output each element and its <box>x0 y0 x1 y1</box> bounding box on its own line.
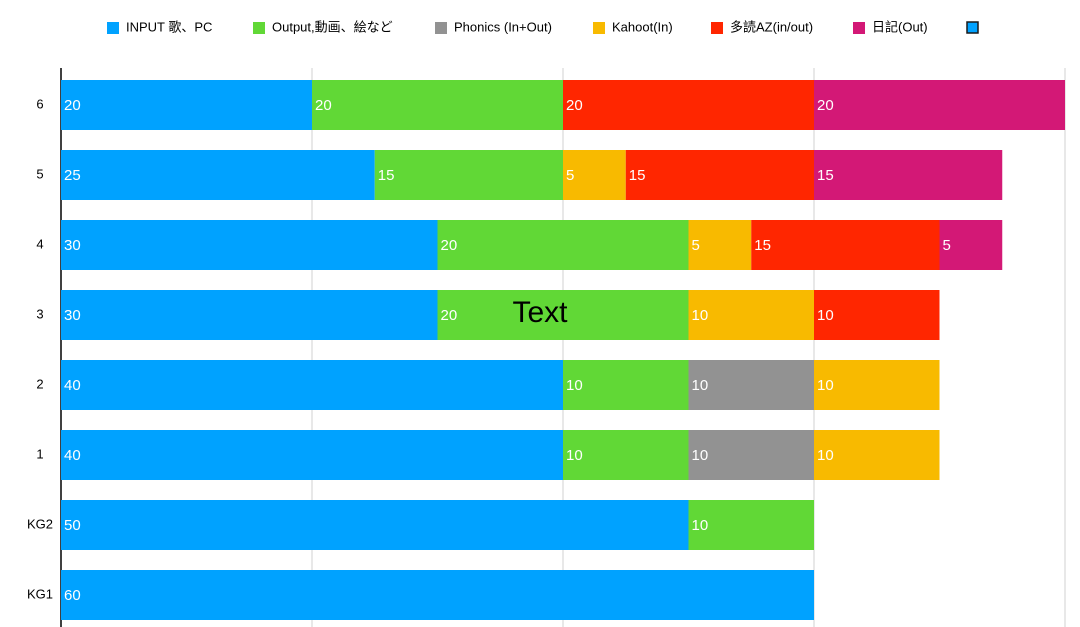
value-label: 5 <box>692 237 700 254</box>
value-label: 10 <box>692 447 709 464</box>
bar-segment <box>814 150 1003 200</box>
legend-label: Kahoot(In) <box>612 19 673 34</box>
value-label: 15 <box>378 167 395 184</box>
value-label: 10 <box>566 447 583 464</box>
bar-segment <box>814 80 1065 130</box>
value-label: 30 <box>64 307 81 324</box>
y-tick-label: 3 <box>36 306 43 321</box>
bar-segment <box>814 430 940 480</box>
bar-segment <box>751 220 940 270</box>
value-label: 40 <box>64 447 81 464</box>
value-label: 5 <box>566 167 574 184</box>
bar-segment <box>814 290 940 340</box>
value-label: 40 <box>64 377 81 394</box>
legend-swatch <box>435 22 447 34</box>
y-tick-label: 4 <box>36 236 43 251</box>
legend-label: INPUT 歌、PC <box>126 19 212 34</box>
value-label: 15 <box>754 237 771 254</box>
bar-segment <box>374 150 563 200</box>
bar-segment <box>688 290 814 340</box>
legend-label: Phonics (In+Out) <box>454 19 552 34</box>
value-label: 10 <box>692 377 709 394</box>
bar-segment <box>61 430 563 480</box>
bar-segment <box>61 500 689 550</box>
legend-label: 多読AZ(in/out) <box>730 19 813 34</box>
value-label: 10 <box>817 447 834 464</box>
bar-segment <box>437 220 689 270</box>
value-label: 20 <box>441 237 458 254</box>
bar-segment <box>61 80 312 130</box>
value-label: 20 <box>817 97 834 114</box>
bar-segment <box>563 360 689 410</box>
value-label: 30 <box>64 237 81 254</box>
y-tick-label: 2 <box>36 376 43 391</box>
bar-segment <box>312 80 563 130</box>
legend-swatch-empty <box>966 21 979 34</box>
value-label: 15 <box>629 167 646 184</box>
bar-segment <box>688 220 752 270</box>
y-tick-label: 6 <box>36 96 43 111</box>
legend-label: 日記(Out) <box>872 19 928 34</box>
y-tick-label: KG1 <box>27 586 53 601</box>
bar-segment <box>61 570 814 620</box>
legend-swatch <box>711 22 723 34</box>
value-label: 10 <box>566 377 583 394</box>
legend-swatch <box>253 22 265 34</box>
bar-segment <box>563 150 626 200</box>
value-label: 10 <box>692 517 709 534</box>
bar-segment <box>625 150 814 200</box>
value-label: 25 <box>64 167 81 184</box>
value-label: 20 <box>566 97 583 114</box>
value-label: 20 <box>441 307 458 324</box>
value-label: 10 <box>817 377 834 394</box>
annotation: Text <box>512 296 568 329</box>
value-label: 60 <box>64 587 81 604</box>
value-label: 10 <box>817 307 834 324</box>
legend-swatch <box>107 22 119 34</box>
bar-segment <box>61 220 438 270</box>
bar-segment <box>563 430 689 480</box>
value-label: 20 <box>64 97 81 114</box>
y-tick-label: 1 <box>36 446 43 461</box>
value-label: 5 <box>943 237 951 254</box>
y-tick-label: KG2 <box>27 516 53 531</box>
bar-segment <box>688 430 814 480</box>
value-label: 15 <box>817 167 834 184</box>
bar-segment <box>688 500 814 550</box>
legend-label: Output,動画、絵など <box>272 19 393 34</box>
legend-swatch <box>593 22 605 34</box>
y-tick-label: 5 <box>36 166 43 181</box>
bar-segment <box>688 360 814 410</box>
bar-segment <box>61 360 563 410</box>
value-label: 20 <box>315 97 332 114</box>
bar-segment <box>437 290 689 340</box>
bar-segment <box>61 290 438 340</box>
bar-segment <box>563 80 814 130</box>
bar-segment <box>61 150 375 200</box>
value-label: 50 <box>64 517 81 534</box>
value-label: 10 <box>692 307 709 324</box>
legend-swatch <box>853 22 865 34</box>
bar-segment <box>939 220 1003 270</box>
bar-segment <box>814 360 940 410</box>
